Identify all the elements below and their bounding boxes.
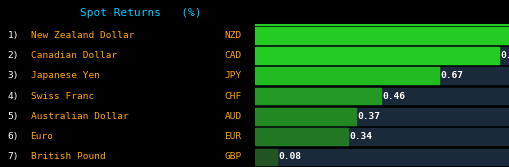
Text: Japanese Yen: Japanese Yen [31, 71, 99, 80]
Text: 6): 6) [8, 132, 19, 141]
Text: New Zealand Dollar: New Zealand Dollar [31, 31, 134, 40]
Text: Swiss Franc: Swiss Franc [31, 92, 94, 101]
Text: 0.67: 0.67 [439, 71, 462, 80]
Text: 0.89: 0.89 [499, 51, 509, 60]
Bar [254, 47, 509, 64]
Text: AUD: AUD [224, 112, 241, 121]
Bar [254, 67, 438, 84]
Text: Canadian Dollar: Canadian Dollar [31, 51, 117, 60]
Text: CAD: CAD [224, 51, 241, 60]
Bar [254, 128, 348, 145]
Bar [254, 108, 509, 125]
Text: 1): 1) [8, 31, 19, 40]
Text: 4): 4) [8, 92, 19, 101]
Bar [254, 88, 509, 104]
Text: 0.46: 0.46 [382, 92, 405, 101]
Text: 0.37: 0.37 [357, 112, 380, 121]
Bar [254, 67, 509, 84]
Bar [254, 149, 509, 165]
Text: NZD: NZD [224, 31, 241, 40]
Text: 7): 7) [8, 152, 19, 161]
Text: 2): 2) [8, 51, 19, 60]
Text: 3): 3) [8, 71, 19, 80]
Text: Australian Dollar: Australian Dollar [31, 112, 128, 121]
Bar [254, 108, 356, 125]
Text: GBP: GBP [224, 152, 241, 161]
Bar [254, 88, 380, 104]
Text: British Pound: British Pound [31, 152, 105, 161]
Text: Euro: Euro [31, 132, 53, 141]
Bar [254, 149, 276, 165]
Bar [254, 128, 509, 145]
Text: Spot Returns   (%): Spot Returns (%) [79, 8, 201, 18]
Text: 0.34: 0.34 [349, 132, 372, 141]
Bar [254, 47, 498, 64]
Text: EUR: EUR [224, 132, 241, 141]
Text: 5): 5) [8, 112, 19, 121]
Bar [254, 27, 509, 44]
Bar [254, 27, 509, 44]
Text: JPY: JPY [224, 71, 241, 80]
Text: 0.08: 0.08 [278, 152, 301, 161]
Text: CHF: CHF [224, 92, 241, 101]
